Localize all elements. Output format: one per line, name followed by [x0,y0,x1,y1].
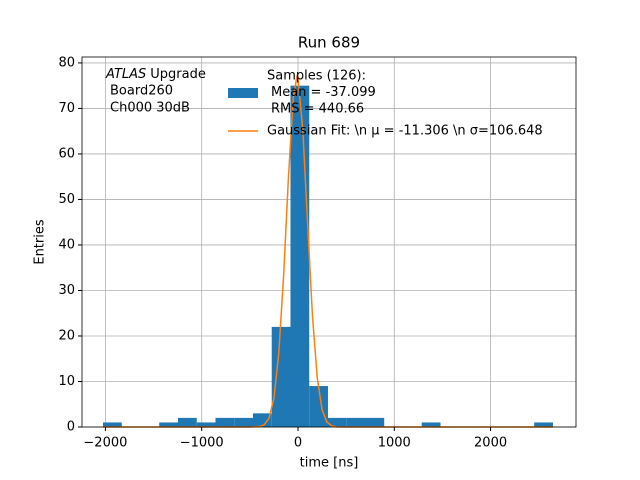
bar [159,422,178,427]
bar [177,417,197,427]
x-tick-label: 1000 [378,436,411,451]
x-tick-label: −2000 [83,436,127,451]
bar [534,422,553,427]
bar [252,413,272,427]
fit-line [102,74,553,428]
chart-title: Run 689 [298,34,360,52]
bar [271,326,291,427]
legend-label: Gaussian Fit: \n μ = -11.306 \n σ=106.64… [267,124,543,139]
bar [346,417,366,427]
x-tick-label: 0 [294,436,302,451]
x-tick-label: −1000 [180,436,224,451]
bar [215,417,235,427]
annotation: Ch000 30dB [110,101,190,116]
bar [102,422,122,427]
y-tick-label: 60 [58,146,75,161]
legend-label: Mean = -37.099 [271,85,376,100]
y-tick-label: 70 [58,101,75,116]
x-tick-label: 2000 [474,436,507,451]
y-tick-label: 80 [58,55,75,70]
bar [365,417,385,427]
bar [309,386,328,427]
annotation-italic: ATLAS [105,67,146,82]
x-axis-label: time [ns] [300,456,359,471]
y-tick-label: 0 [67,420,75,435]
bar [421,422,441,427]
y-tick-label: 40 [58,237,75,252]
annotation-text: Upgrade [150,67,206,82]
y-axis-label: Entries [33,219,48,265]
plot-frame [81,56,577,428]
y-tick-label: 50 [58,192,75,207]
legend-label: Samples (126): [267,69,366,84]
bar [327,417,347,427]
y-tick-label: 20 [58,328,75,343]
annotation: ATLAS Upgrade [105,67,206,82]
y-tick-label: 10 [58,374,75,389]
bar [234,417,253,427]
legend-label: RMS = 440.66 [271,102,364,117]
bar [196,422,216,427]
legend-swatch [228,88,258,98]
y-tick-label: 30 [58,283,75,298]
annotation: Board260 [110,84,173,99]
